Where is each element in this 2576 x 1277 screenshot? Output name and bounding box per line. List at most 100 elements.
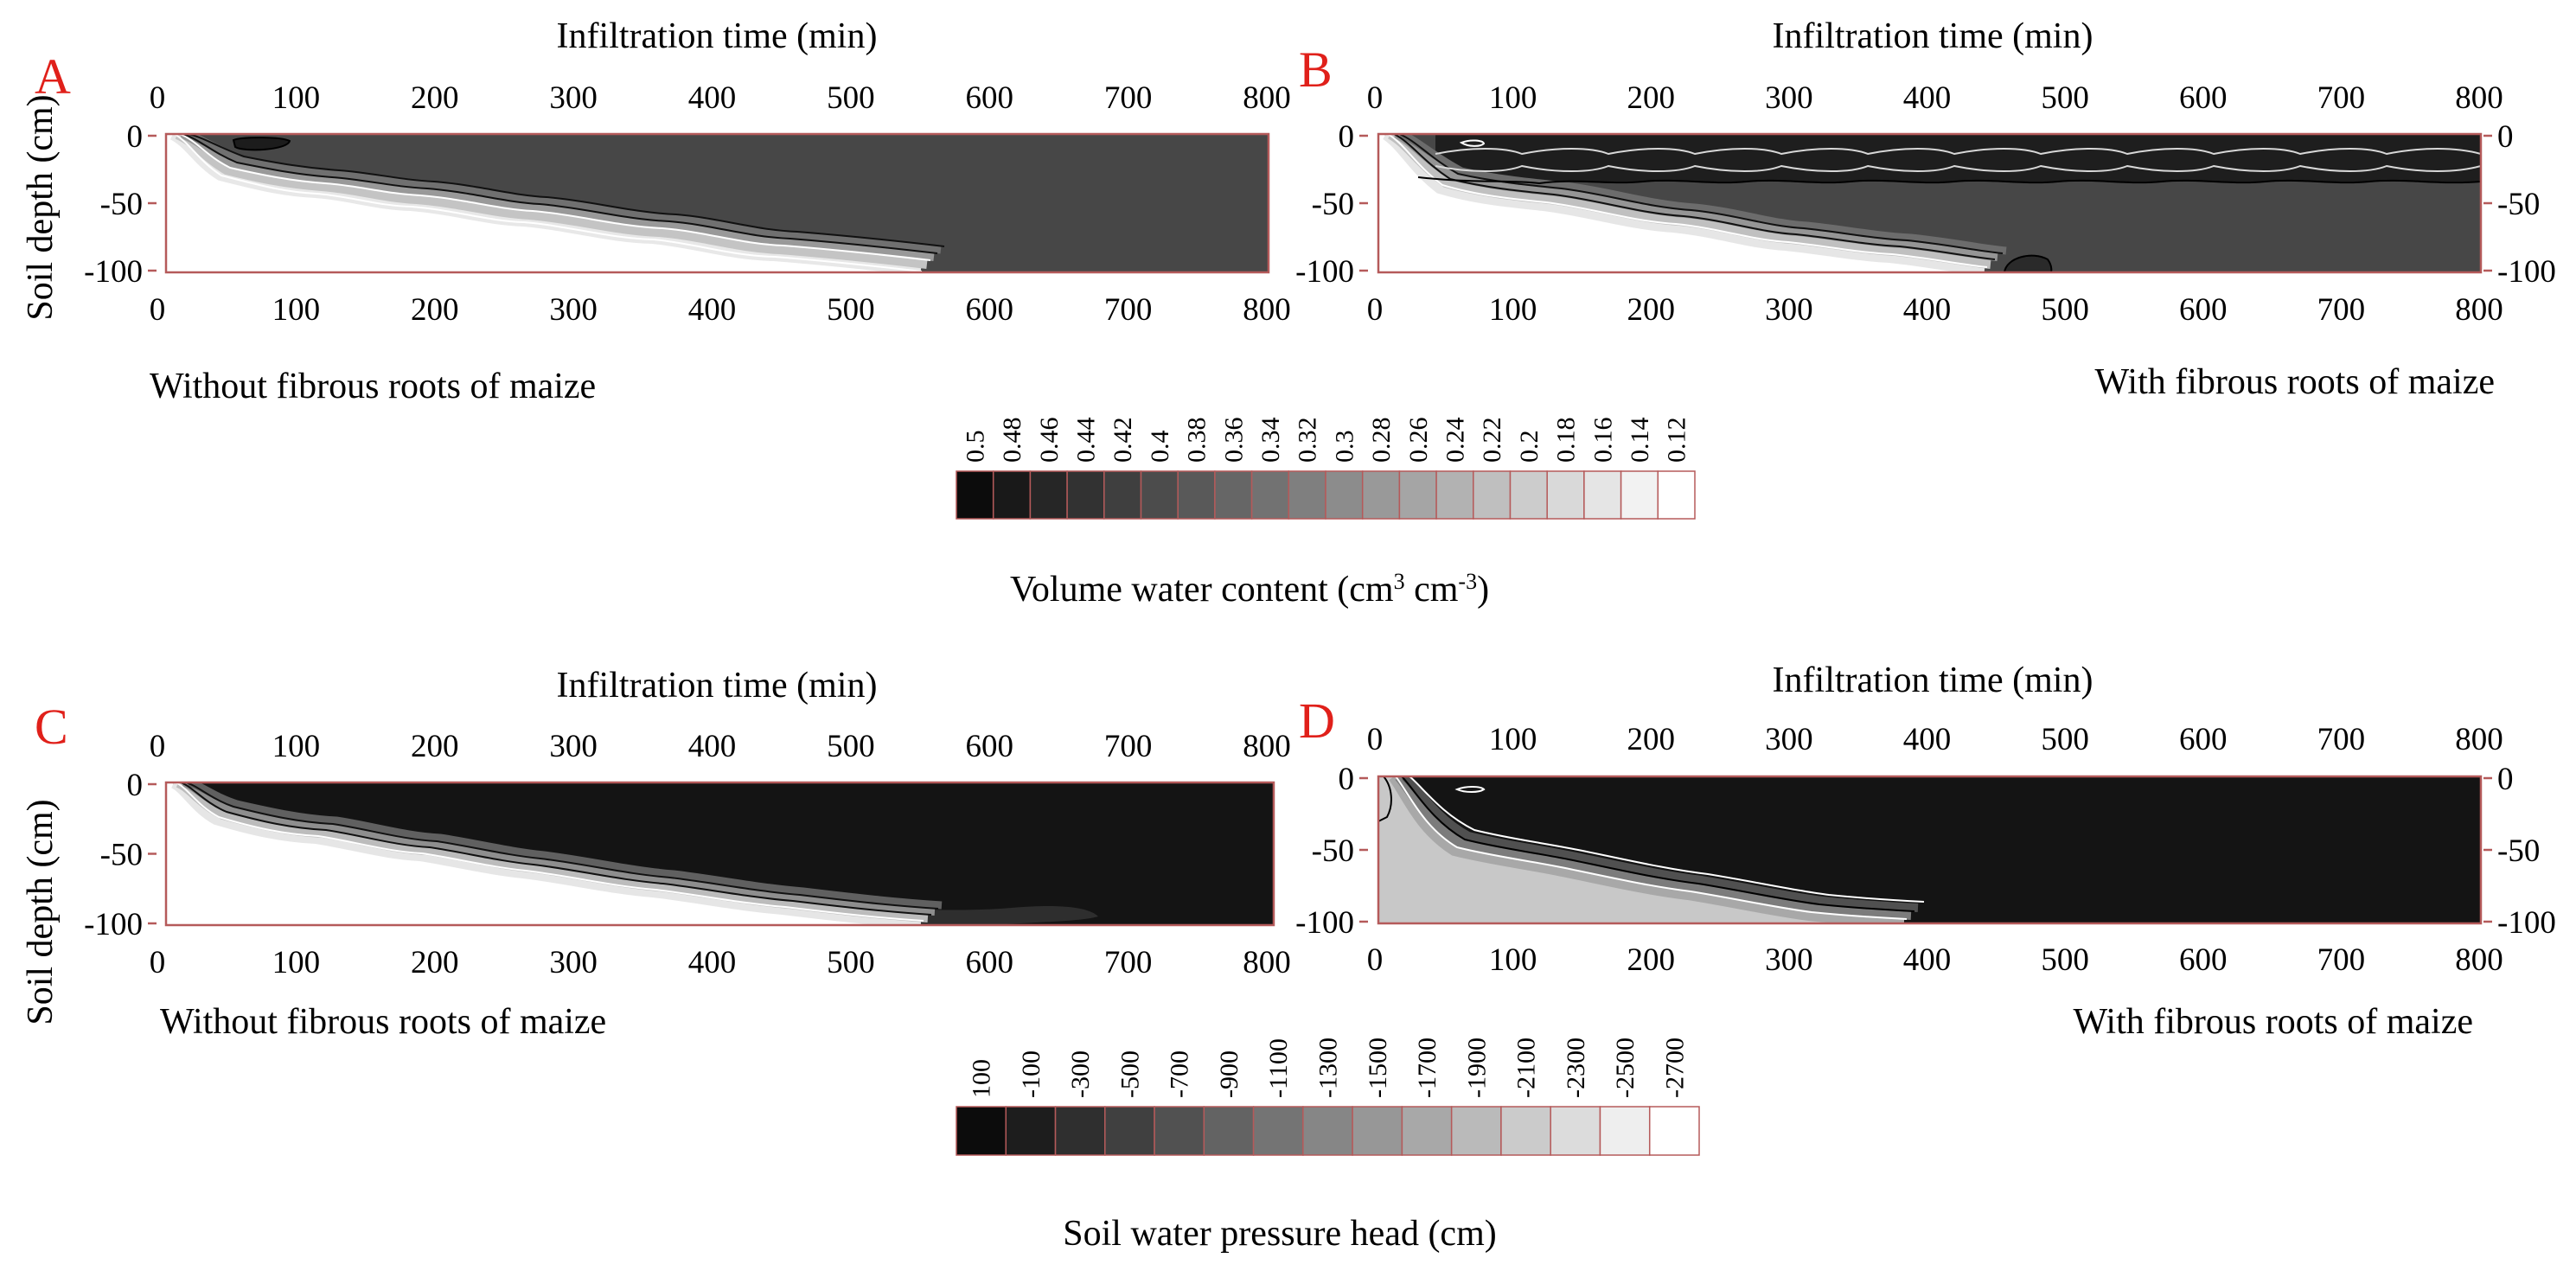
panel-a-contour-white-2 — [179, 134, 931, 261]
panel-b-top-x-tick-label: 400 — [1903, 80, 1952, 116]
panel-c-top-x-tick-label: 400 — [688, 729, 737, 764]
panel-b-bottom-x-ticks: 0 100 200 300 400 500 600 700 800 — [1367, 292, 2503, 328]
colorbar-water-content-swatch — [1435, 470, 1474, 520]
panel-d-dry-zone — [1378, 776, 1902, 923]
panel-a-bottom-x-tick-label: 800 — [1243, 292, 1291, 328]
colorbar-water-content-swatch — [1657, 470, 1696, 520]
panel-a-label: A — [35, 48, 71, 105]
colorbar-pressure-head-tick-label: -2500 — [1611, 1038, 1640, 1098]
panel-a-saturated-patch — [232, 137, 291, 151]
colorbar-water-content-label-sup2: -3 — [1458, 569, 1477, 594]
panel-a-bottom-x-tick-label: 600 — [966, 292, 1014, 328]
panel-b-title: Infiltration time (min) — [1773, 16, 2093, 56]
panel-b-top-x-ticks: 0 100 200 300 400 500 600 700 800 — [1367, 80, 2503, 116]
colorbar-water-content-swatch — [992, 470, 1032, 520]
colorbar-water-content-swatches — [956, 470, 1696, 520]
panel-d-bottom-x-ticks: 0 100 200 300 400 500 600 700 800 — [1367, 942, 2503, 978]
colorbar-pressure-head-swatch — [1054, 1106, 1106, 1156]
panel-d: Infiltration time (min) D 0 100 200 300 400 5… — [1295, 661, 2556, 1042]
panel-c-bottom-x-tick-label: 200 — [411, 945, 459, 980]
colorbar-pressure-head-tick-label: -1700 — [1413, 1038, 1441, 1098]
panel-d-title: Infiltration time (min) — [1773, 661, 2093, 700]
colorbar-pressure-head-tick-label: -1500 — [1364, 1038, 1392, 1098]
colorbar-pressure-head-tick-label: -300 — [1066, 1050, 1095, 1098]
panel-b-top-x-tick-label: 0 — [1367, 80, 1384, 116]
panel-d-label: D — [1299, 693, 1335, 749]
panel-d-top-x-tick-label: 300 — [1765, 722, 1813, 757]
colorbar-water-content-swatch — [1361, 470, 1401, 520]
colorbar-pressure-head-swatches — [956, 1106, 1700, 1156]
colorbar-pressure-head-tick-label: -900 — [1215, 1050, 1243, 1098]
panel-a-contour-white-1 — [174, 134, 923, 272]
panel-c-top-x-tick-label: 600 — [966, 729, 1014, 764]
panel-d-top-x-tick-label: 600 — [2179, 722, 2228, 757]
panel-a-bottom-x-tick-label: 300 — [549, 292, 598, 328]
colorbar-water-content-tick-label: 0.2 — [1515, 431, 1544, 463]
panel-b-gradient-band-3 — [1393, 134, 1998, 261]
panel-d-bottom-x-tick-label: 500 — [2041, 942, 2089, 978]
panel-a-y-tick-label: -50 — [100, 187, 143, 222]
colorbar-water-content-tick-label: 0.3 — [1330, 431, 1358, 463]
panel-d-right-y-tick-label: -100 — [2497, 905, 2556, 941]
panel-a-title: Infiltration time (min) — [557, 16, 878, 56]
panel-a-top-x-tick-label: 400 — [688, 80, 737, 116]
panel-b-top-x-tick-label: 500 — [2041, 80, 2089, 116]
panel-c-dry-zone — [166, 782, 917, 925]
colorbar-pressure-head-swatch — [1599, 1106, 1651, 1156]
panel-d-bottom-x-tick-label: 400 — [1903, 942, 1952, 978]
panel-c-bottom-x-ticks: 0 100 200 300 400 500 600 700 800 — [150, 945, 1291, 980]
panel-d-right-y-tick-label: 0 — [2497, 762, 2514, 797]
panel-b-gradient-band-2 — [1387, 134, 1991, 269]
panel-a: Infiltration time (min) A 0 100 200 300 400 5… — [21, 16, 1291, 406]
panel-a-bottom-x-tick-label: 700 — [1104, 292, 1153, 328]
panel-c-top-x-ticks: 0 100 200 300 400 500 600 700 800 — [150, 729, 1291, 764]
colorbar-pressure-head-swatch — [1203, 1106, 1255, 1156]
colorbar-water-content-swatch — [1325, 470, 1364, 520]
panel-a-y-tick-label: 0 — [127, 119, 144, 155]
panel-b-top-x-tick-label: 100 — [1489, 80, 1537, 116]
colorbar-pressure-head-swatch — [1005, 1106, 1057, 1156]
colorbar-water-content-tick-label: 0.36 — [1219, 418, 1248, 463]
panel-c-gradient-band-3 — [182, 782, 936, 916]
panel-b-contour-dark-layer — [1417, 176, 2481, 185]
panel-d-top-x-tick-label: 200 — [1627, 722, 1676, 757]
colorbar-pressure-head-swatch — [1550, 1106, 1601, 1156]
colorbar-water-content-swatch — [1398, 470, 1437, 520]
colorbar-water-content-swatch — [1066, 470, 1105, 520]
colorbar-water-content-tick-label: 0.22 — [1478, 418, 1506, 463]
panel-c-frame — [164, 781, 1275, 927]
colorbar-pressure-head-tick-label: -1900 — [1462, 1038, 1491, 1098]
panel-c-caption: Without fibrous roots of maize — [160, 1002, 606, 1042]
panel-d-gradient-band-3 — [1402, 776, 1919, 912]
panel-a-contour-dark-2 — [188, 134, 945, 247]
panel-c-top-x-tick-label: 800 — [1243, 729, 1291, 764]
panel-c-top-x-tick-label: 500 — [827, 729, 875, 764]
panel-c-field — [166, 782, 1274, 925]
panel-b-top-x-tick-label: 700 — [2317, 80, 2366, 116]
panel-b-gradient-band-4 — [1399, 134, 2007, 255]
panel-a-bottom-x-tick-label: 500 — [827, 292, 875, 328]
panel-c-bottom-x-tick-label: 300 — [549, 945, 598, 980]
colorbar-water-content-label-end: ) — [1477, 570, 1489, 610]
panel-a-bottom-x-ticks: 0 100 200 300 400 500 600 700 800 — [150, 292, 1291, 328]
panel-b-bottom-x-tick-label: 300 — [1765, 292, 1813, 328]
panel-c-title: Infiltration time (min) — [557, 666, 878, 706]
colorbar-water-content-tick-label: 0.34 — [1256, 418, 1285, 463]
panel-d-bottom-x-tick-label: 600 — [2179, 942, 2228, 978]
panel-c-bottom-x-tick-label: 800 — [1243, 945, 1291, 980]
panel-b-label: B — [1299, 42, 1333, 98]
panel-c-bottom-x-tick-label: 600 — [966, 945, 1014, 980]
panel-b-right-y-tick-label: 0 — [2497, 119, 2514, 155]
panel-a-gradient-band-4 — [184, 134, 942, 254]
panel-b-top-x-tick-label: 800 — [2455, 80, 2503, 116]
colorbar-pressure-head-swatch — [1450, 1106, 1502, 1156]
panel-b-bottom-x-tick-label: 0 — [1367, 292, 1384, 328]
panel-c-gradient-band-1 — [170, 782, 922, 925]
colorbar-pressure-head-label: Soil water pressure head (cm) — [1063, 1214, 1496, 1254]
colorbar-water-content-tick-label: 0.26 — [1404, 418, 1433, 463]
panel-d-right-y-ticks: 0 -50 -100 — [2483, 762, 2556, 941]
panel-c-contour-dark-1 — [180, 782, 932, 916]
panel-c: Infiltration time (min) C 0 100 200 300 400 5… — [21, 666, 1291, 1042]
panel-b: Infiltration time (min) B 0 100 200 300 400 5… — [1295, 16, 2556, 402]
